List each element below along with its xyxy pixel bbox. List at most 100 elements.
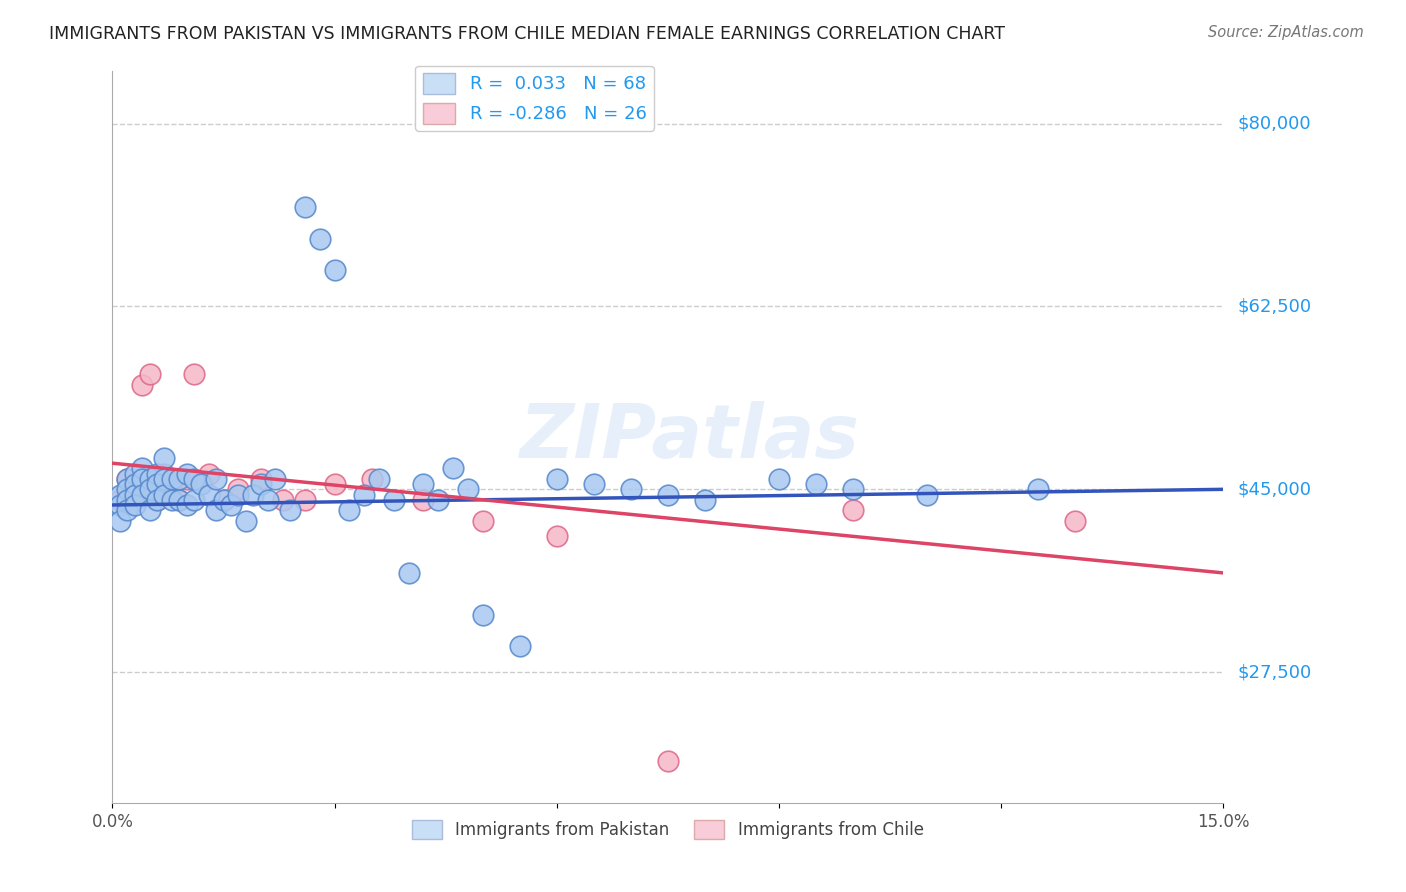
Point (842, 483, 865, 497)
Point (382, 492, 405, 507)
Point (427, 492, 450, 507)
Point (183, 472, 205, 486)
Point (117, 503, 139, 517)
Point (235, 514, 257, 528)
Point (804, 477, 827, 491)
Text: ZIPatlas: ZIPatlas (520, 401, 860, 474)
Point (160, 492, 183, 507)
Point (153, 467, 176, 481)
Point (323, 477, 346, 491)
Point (176, 472, 198, 486)
Point (146, 492, 169, 507)
Point (582, 477, 605, 491)
Point (117, 492, 139, 507)
Point (153, 472, 176, 486)
Point (471, 514, 494, 528)
Point (398, 566, 420, 580)
Point (124, 487, 146, 501)
Text: Source: ZipAtlas.com: Source: ZipAtlas.com (1208, 25, 1364, 40)
Point (124, 477, 146, 491)
Point (117, 472, 139, 486)
Point (842, 503, 865, 517)
Point (138, 472, 160, 486)
Point (138, 503, 160, 517)
Point (146, 467, 169, 481)
Point (197, 467, 219, 481)
Point (167, 472, 190, 486)
Point (108, 498, 131, 512)
Point (138, 483, 160, 497)
Point (117, 472, 139, 486)
Point (160, 477, 183, 491)
Legend: Immigrants from Pakistan, Immigrants from Chile: Immigrants from Pakistan, Immigrants fro… (405, 814, 931, 846)
Point (242, 487, 264, 501)
Text: $62,500: $62,500 (1237, 297, 1312, 316)
Point (249, 472, 271, 486)
Point (768, 472, 790, 486)
Point (339, 503, 361, 517)
Point (294, 200, 316, 214)
Point (205, 472, 228, 486)
Point (441, 461, 464, 475)
Point (124, 467, 146, 481)
Point (131, 461, 153, 475)
Text: IMMIGRANTS FROM PAKISTAN VS IMMIGRANTS FROM CHILE MEDIAN FEMALE EARNINGS CORRELA: IMMIGRANTS FROM PAKISTAN VS IMMIGRANTS F… (49, 25, 1005, 43)
Point (353, 487, 375, 501)
Point (1026, 483, 1049, 497)
Point (271, 492, 294, 507)
Point (124, 487, 146, 501)
Point (117, 483, 139, 497)
Point (308, 231, 330, 245)
Point (1064, 514, 1087, 528)
Point (657, 487, 679, 501)
Point (183, 492, 205, 507)
Point (620, 483, 643, 497)
Point (228, 487, 250, 501)
Point (693, 492, 716, 507)
Point (228, 483, 250, 497)
Point (212, 492, 235, 507)
Point (915, 487, 938, 501)
Point (197, 487, 219, 501)
Point (146, 477, 169, 491)
Point (131, 487, 153, 501)
Point (657, 754, 679, 768)
Point (546, 472, 568, 486)
Point (131, 472, 153, 486)
Point (323, 263, 346, 277)
Point (108, 492, 131, 507)
Point (412, 492, 434, 507)
Point (108, 487, 131, 501)
Point (264, 472, 287, 486)
Point (167, 492, 190, 507)
Point (509, 639, 531, 653)
Point (124, 498, 146, 512)
Point (360, 472, 382, 486)
Point (294, 492, 316, 507)
Point (471, 607, 494, 622)
Point (457, 483, 479, 497)
Point (108, 514, 131, 528)
Point (205, 503, 228, 517)
Point (146, 492, 169, 507)
Point (546, 529, 568, 543)
Point (249, 477, 271, 491)
Point (176, 467, 198, 481)
Point (160, 472, 183, 486)
Point (138, 483, 160, 497)
Point (153, 487, 176, 501)
Point (278, 503, 301, 517)
Point (153, 450, 176, 465)
Text: $80,000: $80,000 (1237, 114, 1310, 133)
Point (219, 498, 242, 512)
Point (412, 477, 434, 491)
Point (131, 377, 153, 392)
Point (212, 492, 235, 507)
Text: $45,000: $45,000 (1237, 480, 1312, 499)
Point (368, 472, 391, 486)
Point (167, 492, 190, 507)
Point (183, 368, 205, 382)
Point (138, 368, 160, 382)
Point (257, 492, 280, 507)
Text: $27,500: $27,500 (1237, 663, 1312, 681)
